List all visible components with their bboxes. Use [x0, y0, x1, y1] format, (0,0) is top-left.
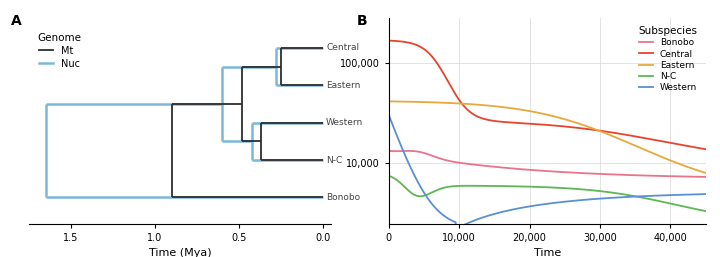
Central — [692, 146, 701, 149]
N-C — [539, 186, 547, 189]
Bonobo — [539, 169, 547, 172]
X-axis label: Time (Mya): Time (Mya) — [149, 248, 211, 257]
Text: Central: Central — [326, 43, 359, 52]
N-C — [384, 174, 393, 177]
N-C — [530, 185, 539, 188]
N-C — [692, 208, 701, 211]
Eastern — [634, 145, 642, 149]
Central — [400, 40, 409, 43]
Bonobo — [384, 149, 393, 152]
Western — [692, 193, 701, 196]
Text: N-C: N-C — [326, 155, 343, 164]
Eastern — [692, 168, 701, 171]
Western — [539, 203, 547, 206]
Central — [384, 39, 393, 42]
Text: Eastern: Eastern — [326, 81, 361, 90]
Bonobo — [701, 175, 710, 178]
Western — [634, 195, 643, 198]
Central — [701, 148, 710, 151]
Western — [384, 114, 393, 117]
Text: Western: Western — [326, 118, 364, 127]
Eastern — [539, 112, 547, 115]
Central — [530, 122, 539, 125]
Eastern — [701, 171, 710, 175]
Line: N-C: N-C — [389, 176, 706, 211]
Western — [400, 153, 409, 157]
Eastern — [530, 111, 539, 114]
Line: Eastern: Eastern — [389, 101, 706, 173]
N-C — [634, 195, 642, 198]
Line: Central: Central — [389, 41, 706, 149]
Line: Bonobo: Bonobo — [389, 151, 706, 177]
Text: A: A — [11, 14, 22, 28]
Central — [539, 123, 547, 126]
Bonobo — [405, 149, 413, 152]
Bonobo — [692, 175, 701, 178]
Line: Western: Western — [389, 115, 706, 229]
Eastern — [400, 100, 409, 103]
Legend: Mt, Nuc: Mt, Nuc — [34, 29, 86, 73]
Text: Bonobo: Bonobo — [326, 193, 360, 202]
Eastern — [384, 100, 393, 103]
Legend: Bonobo, Central, Eastern, N-C, Western: Bonobo, Central, Eastern, N-C, Western — [635, 23, 701, 96]
Bonobo — [531, 169, 539, 172]
Central — [692, 146, 701, 149]
N-C — [701, 209, 710, 213]
Eastern — [692, 168, 701, 171]
Central — [634, 135, 642, 139]
Bonobo — [400, 149, 409, 152]
Bonobo — [634, 174, 643, 177]
Western — [692, 193, 701, 196]
X-axis label: Time: Time — [534, 248, 561, 257]
N-C — [400, 186, 409, 189]
Text: B: B — [357, 14, 368, 28]
Western — [451, 227, 460, 231]
N-C — [692, 208, 701, 211]
Western — [701, 192, 710, 196]
Western — [531, 204, 539, 207]
Bonobo — [692, 175, 701, 178]
